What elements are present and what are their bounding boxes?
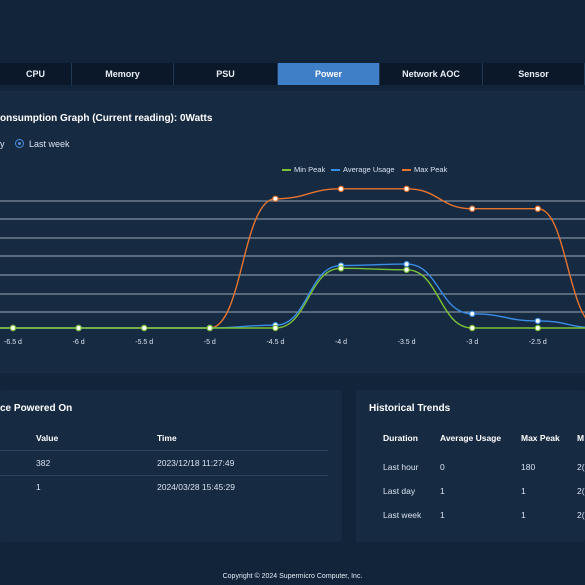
table-cell-min: 2( bbox=[577, 510, 585, 520]
x-tick-label: -4.5 d bbox=[266, 339, 284, 346]
row-divider bbox=[0, 450, 328, 451]
data-point-max-peak[interactable] bbox=[403, 185, 410, 193]
range-option-day-label[interactable]: y bbox=[0, 139, 5, 149]
range-option-last-week-label[interactable]: Last week bbox=[29, 139, 70, 149]
historical-trends-title: Historical Trends bbox=[369, 403, 451, 414]
table-cell-max: 180 bbox=[521, 462, 536, 472]
legend-average-usage: Average Usage bbox=[343, 165, 395, 174]
data-point-average-usage[interactable] bbox=[403, 260, 410, 268]
col-header-average-usage: Average Usage bbox=[440, 433, 502, 443]
table-cell-duration: Last hour bbox=[383, 462, 419, 472]
legend-max-peak: Max Peak bbox=[414, 165, 448, 174]
table-cell-min: 2( bbox=[577, 462, 585, 472]
legend-min-peak: Min Peak bbox=[294, 165, 326, 174]
data-point-min-peak[interactable] bbox=[534, 324, 542, 332]
tab-cpu[interactable]: CPU bbox=[0, 63, 72, 85]
series-line-min-peak bbox=[0, 267, 585, 329]
x-tick-label: -5 d bbox=[204, 339, 216, 346]
x-tick-label: -5.5 d bbox=[135, 339, 153, 346]
table-cell-time: 2024/03/28 15:45:29 bbox=[157, 482, 235, 492]
table-cell-average: 0 bbox=[440, 462, 445, 472]
data-point-min-peak[interactable] bbox=[75, 324, 82, 332]
data-point-max-peak[interactable] bbox=[534, 205, 542, 212]
table-cell-time: 2023/12/18 11:27:49 bbox=[157, 458, 235, 468]
x-tick-label: -6.5 d bbox=[4, 339, 22, 346]
legend-max-peak-swatch bbox=[402, 169, 411, 171]
data-point-max-peak[interactable] bbox=[469, 205, 476, 212]
col-header-duration: Duration bbox=[383, 433, 418, 443]
tab-psu[interactable]: PSU bbox=[174, 63, 278, 85]
table-cell-value: 382 bbox=[36, 458, 51, 468]
table-cell-duration: Last day bbox=[383, 486, 416, 496]
data-point-min-peak[interactable] bbox=[140, 324, 148, 332]
data-point-average-usage[interactable] bbox=[534, 317, 542, 325]
legend-average-usage-swatch bbox=[331, 169, 340, 171]
radio-last-week-icon[interactable] bbox=[15, 139, 24, 148]
data-point-max-peak[interactable] bbox=[272, 195, 279, 202]
series-line-average-usage bbox=[0, 263, 585, 329]
data-point-max-peak[interactable] bbox=[337, 185, 345, 193]
row-divider bbox=[0, 475, 328, 476]
data-point-min-peak[interactable] bbox=[206, 324, 213, 332]
col-header-min-peak: M bbox=[577, 433, 585, 443]
series-line-max-peak bbox=[0, 188, 585, 329]
x-tick-label: -3.5 d bbox=[398, 339, 416, 346]
tab-network-aoc[interactable]: Network AOC bbox=[380, 63, 483, 85]
table-cell-max: 1 bbox=[521, 510, 526, 520]
col-header-value: Value bbox=[36, 433, 59, 443]
x-tick-label: -2.5 d bbox=[529, 339, 547, 346]
col-header-time: Time bbox=[157, 433, 177, 443]
table-cell-average: 1 bbox=[440, 486, 445, 496]
table-cell-average: 1 bbox=[440, 510, 445, 520]
data-point-min-peak[interactable] bbox=[9, 324, 17, 332]
powered-on-card: ce Powered On Value Time 382 2023/12/18 … bbox=[0, 390, 342, 542]
data-point-average-usage[interactable] bbox=[469, 310, 476, 317]
tab-bar: CPU Memory PSU Power Network AOC Sensor bbox=[0, 63, 585, 85]
table-cell-value: 1 bbox=[36, 482, 41, 492]
historical-trends-card: Historical Trends Duration Average Usage… bbox=[356, 390, 585, 542]
data-point-min-peak[interactable] bbox=[403, 266, 410, 273]
power-chart: -6.5 d -6 d -5.5 d -5 d -4.5 d -4 d -3.5 d -3 d… bbox=[0, 185, 585, 346]
table-cell-duration: Last week bbox=[383, 510, 422, 520]
col-header-max-peak: Max Peak bbox=[521, 433, 560, 443]
footer-copyright: Copyright © 2024 Supermicro Computer, In… bbox=[222, 573, 363, 580]
tab-power[interactable]: Power bbox=[278, 63, 380, 85]
x-tick-label: -4 d bbox=[335, 339, 347, 346]
power-graph-panel bbox=[0, 91, 585, 373]
x-tick-label: -3 d bbox=[466, 339, 478, 346]
table-cell-min: 2( bbox=[577, 486, 585, 496]
legend-min-peak-swatch bbox=[282, 169, 291, 171]
top-header bbox=[0, 0, 585, 46]
data-point-min-peak[interactable] bbox=[337, 265, 345, 272]
table-cell-max: 1 bbox=[521, 486, 526, 496]
tab-sensor[interactable]: Sensor bbox=[483, 63, 585, 85]
graph-title: onsumption Graph (Current reading): 0Wat… bbox=[0, 113, 213, 124]
data-point-min-peak[interactable] bbox=[469, 324, 476, 332]
tab-memory[interactable]: Memory bbox=[72, 63, 174, 85]
data-point-min-peak[interactable] bbox=[272, 324, 279, 332]
powered-on-title: ce Powered On bbox=[0, 403, 73, 414]
x-tick-label: -6 d bbox=[73, 339, 85, 346]
